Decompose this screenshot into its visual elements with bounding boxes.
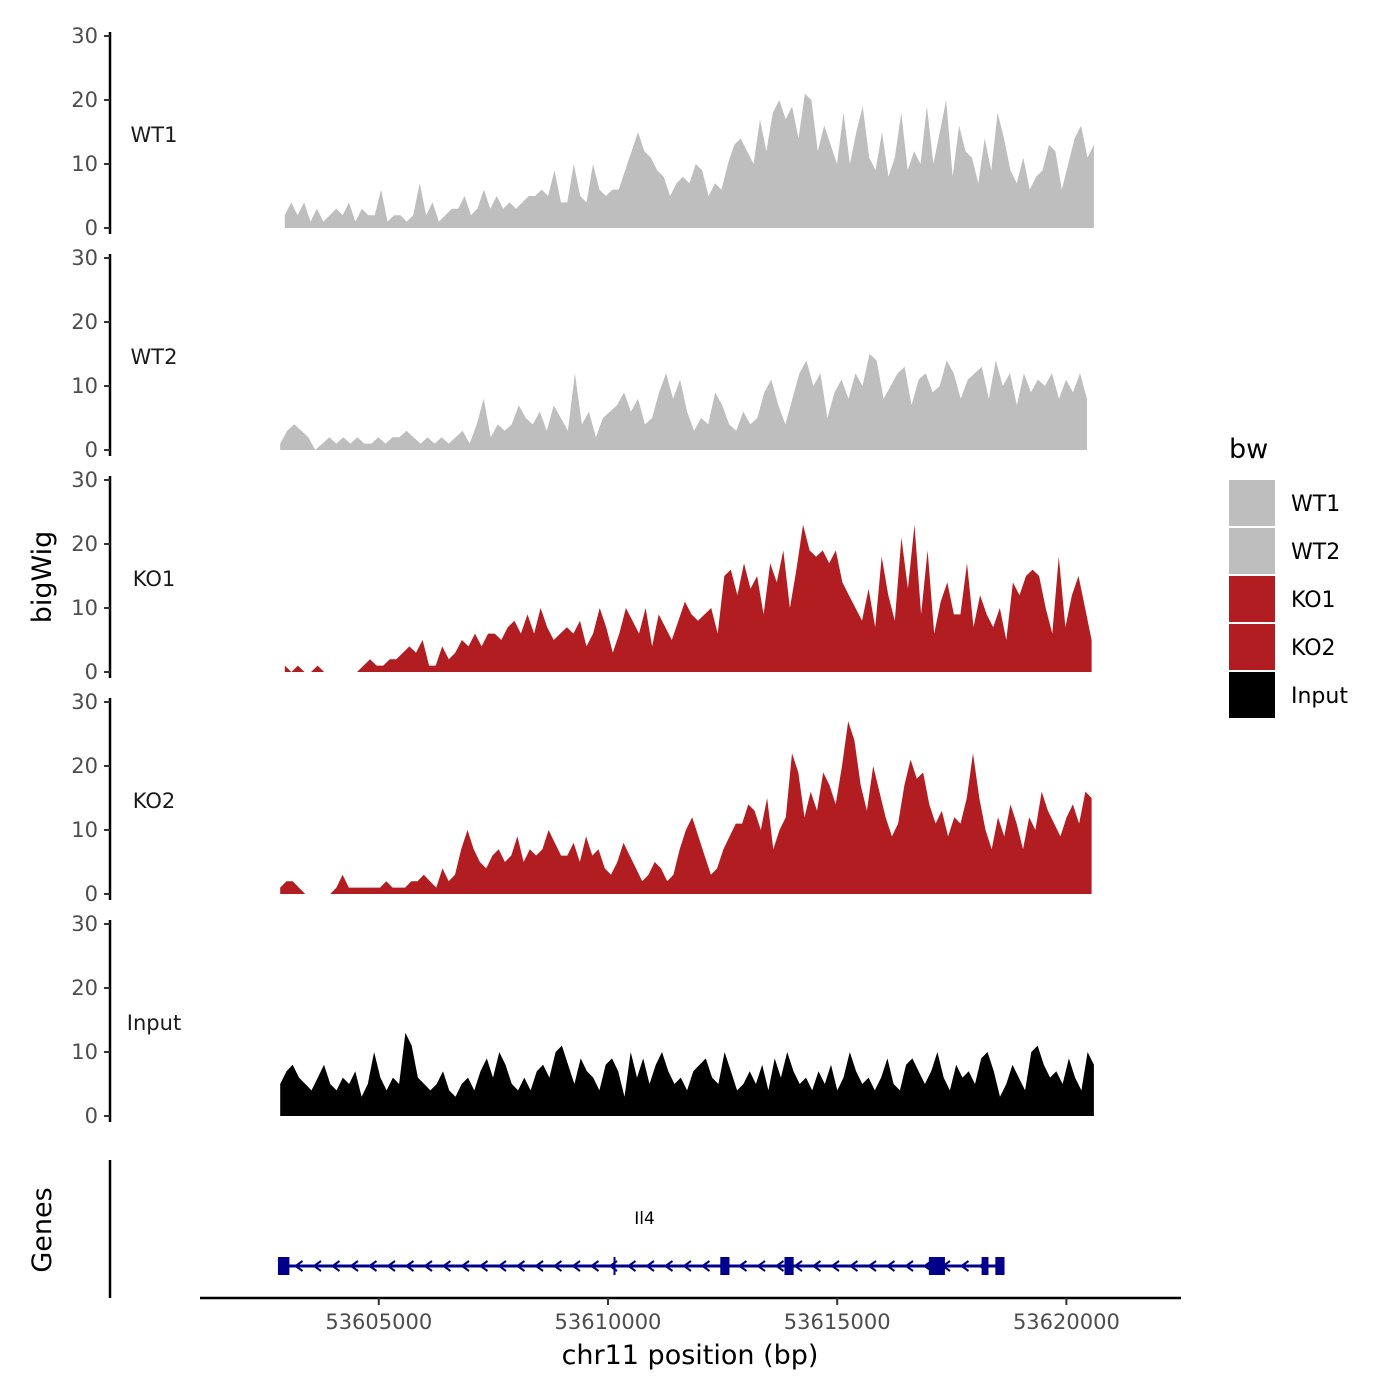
coverage-area-wt2 — [280, 354, 1087, 450]
strand-arrow — [645, 1260, 655, 1272]
strand-arrow — [682, 1260, 692, 1272]
y-tick-label: 20 — [71, 310, 98, 334]
y-tick-label: 20 — [71, 754, 98, 778]
legend-label-wt2: WT2 — [1291, 540, 1340, 565]
strand-arrow — [571, 1260, 581, 1272]
x-axis: 53605000 53610000 53615000 53620000 — [200, 1296, 1181, 1334]
y-tick-label: 20 — [71, 976, 98, 1000]
y-tick-label: 30 — [71, 912, 98, 936]
track-input: 0 10 20 30 Input — [71, 912, 1094, 1128]
strand-arrow — [589, 1260, 600, 1272]
strand-arrow — [367, 1260, 378, 1272]
track-ko1: 0 10 20 30 KO1 — [71, 468, 1092, 684]
y-tick-label: 10 — [71, 1040, 98, 1064]
strand-arrow — [830, 1260, 840, 1272]
strand-arrow — [959, 1260, 970, 1272]
strand-arrow — [293, 1260, 304, 1272]
strand-arrow — [423, 1260, 433, 1272]
strand-arrow — [700, 1260, 711, 1272]
strand-arrow — [626, 1260, 637, 1272]
x-tick-label: 53605000 — [325, 1310, 432, 1334]
x-axis-title: chr11 position (bp) — [562, 1340, 819, 1371]
track-ko2: 0 10 20 30 KO2 — [71, 690, 1092, 906]
y-tick-label: 10 — [71, 152, 98, 176]
strand-arrow — [312, 1260, 322, 1272]
y-tick-label: 30 — [71, 468, 98, 492]
gene-name-label: Il4 — [634, 1209, 655, 1229]
legend-swatch-wt1 — [1229, 480, 1275, 526]
strand-arrow — [774, 1260, 785, 1272]
coverage-area-ko1 — [284, 524, 1092, 672]
y-tick-label: 10 — [71, 596, 98, 620]
track-wt1: 0 10 20 30 WT1 — [71, 24, 1094, 240]
y-tick-label: 30 — [71, 24, 98, 48]
strand-arrow — [515, 1260, 526, 1272]
track-label: Input — [127, 1011, 181, 1035]
exon — [981, 1257, 989, 1275]
coverage-tracks: 0 10 20 30 WT1 0 10 20 30 WT2 0 10 20 30 KO1 0 10 20 30 KO2… — [71, 24, 1094, 1128]
coverage-area-input — [280, 1032, 1094, 1116]
strand-arrow — [793, 1260, 803, 1272]
legend-title: bw — [1229, 434, 1268, 465]
exon — [784, 1257, 794, 1275]
exon — [928, 1257, 945, 1275]
legend: bw WT1 WT2 KO1 KO2 Input — [1229, 434, 1348, 718]
legend-label-ko1: KO1 — [1291, 588, 1336, 613]
strand-arrow — [497, 1260, 507, 1272]
track-label: WT1 — [131, 123, 178, 147]
strand-arrow — [441, 1260, 452, 1272]
legend-label-ko2: KO2 — [1291, 636, 1336, 661]
track-label: KO2 — [133, 789, 176, 813]
strand-arrow — [663, 1260, 674, 1272]
legend-label-wt1: WT1 — [1291, 492, 1340, 517]
x-tick-label: 53610000 — [555, 1310, 662, 1334]
strand-arrow — [867, 1260, 877, 1272]
y-tick-label: 20 — [71, 88, 98, 112]
legend-swatch-wt2 — [1229, 528, 1275, 574]
x-tick-label: 53620000 — [1013, 1310, 1120, 1334]
exon — [277, 1257, 290, 1275]
strand-arrow — [349, 1260, 359, 1272]
genes-axis-title: Genes — [27, 1187, 58, 1272]
y-tick-label: 0 — [85, 882, 98, 906]
y-tick-label: 0 — [85, 438, 98, 462]
y-tick-label: 30 — [71, 690, 98, 714]
strand-arrow — [848, 1260, 859, 1272]
strand-arrow — [460, 1260, 470, 1272]
strand-arrow — [330, 1260, 341, 1272]
y-tick-label: 0 — [85, 660, 98, 684]
exon — [720, 1257, 730, 1275]
strand-arrow — [904, 1260, 914, 1272]
y-tick-label: 30 — [71, 246, 98, 270]
y-tick-label: 20 — [71, 532, 98, 556]
legend-swatch-ko1 — [1229, 576, 1275, 622]
track-label: WT2 — [131, 345, 178, 369]
track-label: KO1 — [133, 567, 176, 591]
exon — [995, 1257, 1005, 1275]
y-axis-title: bigWig — [27, 531, 58, 624]
strand-arrow — [386, 1260, 396, 1272]
strand-arrow — [534, 1260, 544, 1272]
x-tick-label: 53615000 — [784, 1310, 891, 1334]
genes-track: Il4 — [108, 1160, 1005, 1298]
legend-label-input: Input — [1291, 684, 1348, 709]
legend-swatch-ko2 — [1229, 624, 1275, 670]
legend-swatch-input — [1229, 672, 1275, 718]
strand-arrow — [737, 1260, 748, 1272]
y-tick-label: 0 — [85, 1104, 98, 1128]
coverage-area-wt1 — [284, 93, 1094, 228]
strand-arrow — [811, 1260, 822, 1272]
y-tick-label: 10 — [71, 374, 98, 398]
y-tick-label: 0 — [85, 216, 98, 240]
strand-arrow — [552, 1260, 563, 1272]
y-tick-label: 10 — [71, 818, 98, 842]
coverage-area-ko2 — [280, 721, 1092, 894]
strand-arrow — [478, 1260, 489, 1272]
strand-arrow — [404, 1260, 415, 1272]
track-wt2: 0 10 20 30 WT2 — [71, 246, 1087, 462]
strand-arrow — [885, 1260, 896, 1272]
strand-arrow — [756, 1260, 766, 1272]
